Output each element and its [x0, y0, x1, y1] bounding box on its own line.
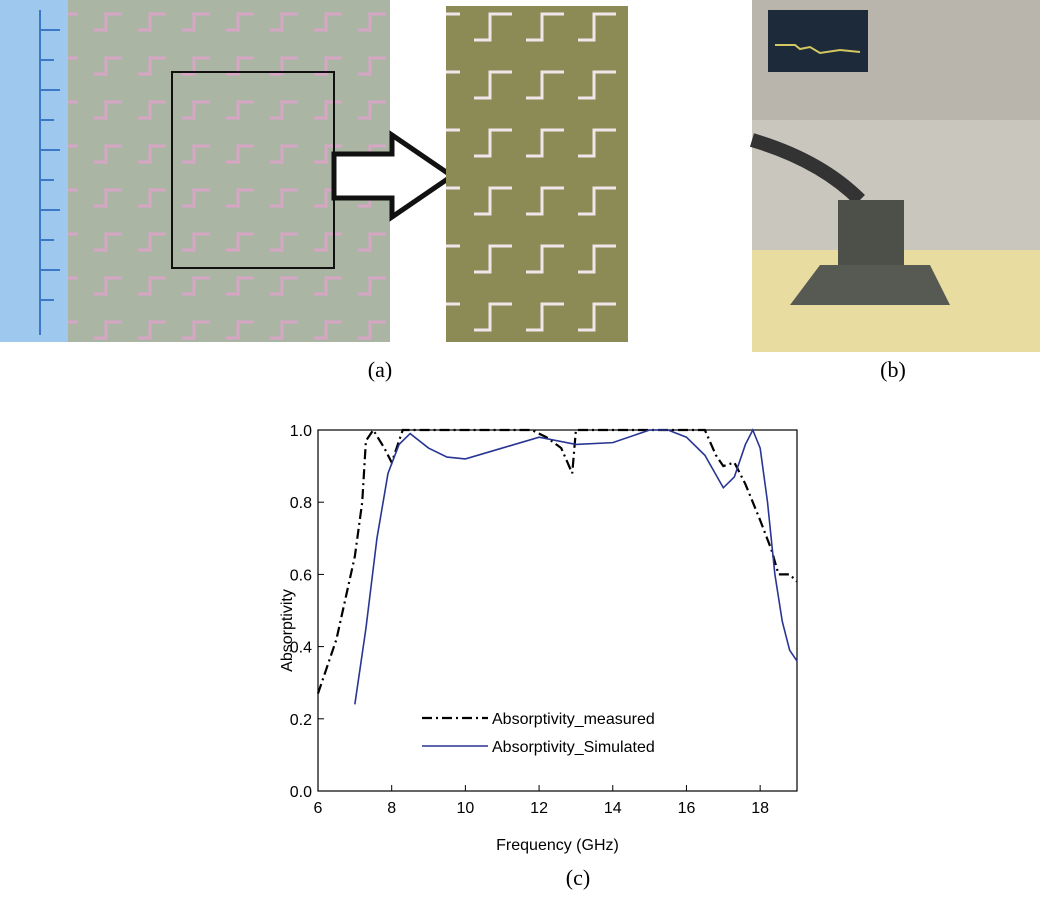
y-tick-label: 0.0: [290, 784, 312, 801]
y-axis-label: Absorptivity: [279, 589, 296, 672]
y-tick-label: 0.6: [290, 567, 312, 584]
x-tick-label: 8: [387, 800, 396, 817]
y-tick-label: 0.4: [290, 640, 312, 657]
chart: 0.0 0.2 0.4 0.6 0.8 1.0 6 8 10 12 14 16 18 Frequency …: [279, 423, 798, 854]
y-tick-label: 0.2: [290, 712, 312, 729]
x-tick-label: 14: [604, 800, 622, 817]
y-tick-label: 0.8: [290, 495, 312, 512]
x-tick-label: 6: [314, 800, 323, 817]
legend-label: Absorptivity_measured: [492, 711, 655, 728]
x-tick-label: 16: [678, 800, 696, 817]
arrow: [331, 130, 457, 222]
x-tick-label: 12: [530, 800, 548, 817]
series-line: [354, 428, 798, 705]
x-axis-label: Frequency (GHz): [496, 837, 619, 854]
series-line: [316, 427, 798, 694]
y-tick-label: 1.0: [290, 423, 312, 440]
photo-zoom: [446, 6, 628, 342]
x-tick-label: 18: [751, 800, 769, 817]
caption: (b): [880, 357, 906, 382]
caption: (c): [566, 865, 590, 890]
legend-label: Absorptivity_Simulated: [492, 739, 655, 756]
x-tick-label: 10: [456, 800, 474, 817]
plot-frame: [317, 429, 798, 792]
caption: (a): [368, 357, 392, 382]
photo-setup: [750, 0, 1040, 352]
